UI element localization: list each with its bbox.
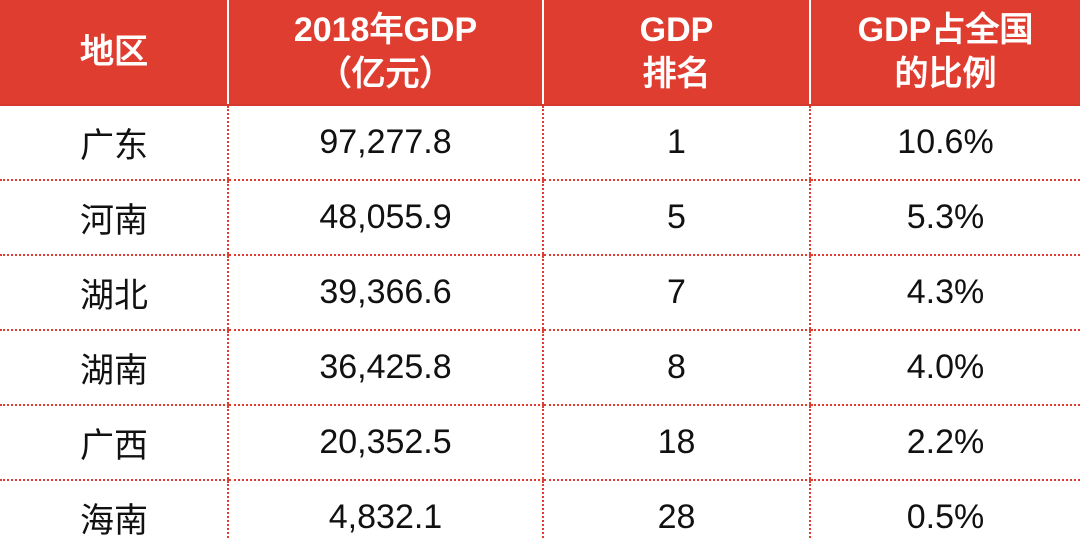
cell-region: 湖南	[0, 330, 228, 406]
cell-share: 2.2%	[809, 405, 1080, 481]
cell-rank: 7	[542, 255, 810, 331]
cell-share: 5.3%	[809, 180, 1080, 256]
cell-gdp: 97,277.8	[227, 105, 543, 181]
header-gdp: 2018年GDP （亿元）	[227, 0, 543, 106]
cell-share: 4.3%	[809, 255, 1080, 331]
cell-region: 广西	[0, 405, 228, 481]
cell-share: 10.6%	[809, 105, 1080, 181]
cell-region: 广东	[0, 105, 228, 181]
table-body: 广东 97,277.8 1 10.6% 河南 48,055.9 5 5.3% 湖…	[0, 105, 1080, 540]
header-gdp-line-2: （亿元）	[317, 55, 454, 93]
cell-gdp: 48,055.9	[227, 180, 543, 256]
cell-region: 河南	[0, 180, 228, 256]
cell-share: 4.0%	[809, 330, 1080, 406]
header-share-line-1: GDP占全国	[857, 11, 1034, 49]
cell-rank: 5	[542, 180, 810, 256]
header-rank-line-1: GDP	[639, 11, 714, 49]
cell-region: 海南	[0, 480, 228, 540]
cell-rank: 8	[542, 330, 810, 406]
cell-rank: 1	[542, 105, 810, 181]
header-rank: GDP 排名	[542, 0, 810, 106]
header-rank-line-2: 排名	[642, 55, 711, 93]
table-row: 湖南 36,425.8 8 4.0%	[0, 330, 1080, 406]
table-row: 广西 20,352.5 18 2.2%	[0, 405, 1080, 481]
table-row: 河南 48,055.9 5 5.3%	[0, 180, 1080, 256]
table-row: 广东 97,277.8 1 10.6%	[0, 105, 1080, 181]
cell-region: 湖北	[0, 255, 228, 331]
header-gdp-line-1: 2018年GDP	[293, 11, 478, 49]
header-share: GDP占全国 的比例	[809, 0, 1080, 106]
table-row: 海南 4,832.1 28 0.5%	[0, 480, 1080, 540]
cell-rank: 18	[542, 405, 810, 481]
cell-share: 0.5%	[809, 480, 1080, 540]
header-row: 地区 2018年GDP （亿元） GDP 排名 GDP占全国 的比例	[0, 0, 1080, 106]
header-region-line-1: 地区	[80, 33, 148, 71]
header-region: 地区	[0, 0, 228, 106]
header-share-line-2: 的比例	[894, 55, 997, 93]
cell-gdp: 20,352.5	[227, 405, 543, 481]
cell-gdp: 36,425.8	[227, 330, 543, 406]
cell-gdp: 39,366.6	[227, 255, 543, 331]
table-header: 地区 2018年GDP （亿元） GDP 排名 GDP占全国 的比例	[0, 0, 1080, 106]
cell-gdp: 4,832.1	[227, 480, 543, 540]
table-row: 湖北 39,366.6 7 4.3%	[0, 255, 1080, 331]
cell-rank: 28	[542, 480, 810, 540]
